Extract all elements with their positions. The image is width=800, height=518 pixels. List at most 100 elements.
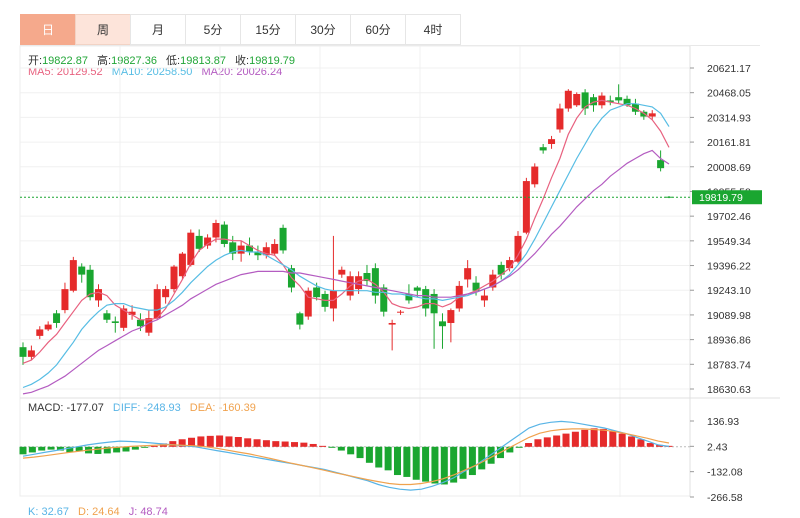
macd-bar	[440, 446, 448, 485]
macd-bar	[113, 446, 121, 453]
candle-body	[279, 227, 287, 251]
macd-bar	[478, 446, 486, 470]
high-label: 高:	[97, 55, 112, 67]
candle-body	[640, 111, 648, 117]
candle-body	[78, 266, 86, 275]
macd-bar	[571, 431, 579, 447]
macd-bar	[178, 439, 186, 447]
candle-body	[53, 313, 61, 323]
tab-60min[interactable]: 60分	[350, 14, 406, 45]
macd-bar	[422, 446, 430, 482]
macd-bar	[150, 445, 158, 447]
candle-body	[388, 322, 396, 325]
macd-bar	[309, 443, 317, 447]
macd-bar	[468, 446, 476, 476]
macd-bar	[253, 439, 261, 447]
candle-body	[581, 92, 589, 109]
candlestick-series	[19, 84, 673, 365]
candle-body	[170, 266, 178, 290]
macd-tick-label: -132.08	[707, 467, 743, 479]
candle-body	[573, 93, 581, 106]
macd-bar	[300, 442, 308, 447]
macd-bar	[487, 446, 495, 464]
ma-legend: MA5: 20129.52 MA10: 20258.50 MA20: 20026…	[28, 66, 288, 78]
candle-body	[27, 350, 35, 357]
candle-body	[254, 252, 262, 256]
candle-body	[153, 289, 161, 319]
candle-body	[472, 282, 480, 291]
candle-body	[623, 98, 631, 106]
candle-body	[111, 321, 119, 323]
macd-bar	[384, 446, 392, 471]
candle-body	[497, 264, 505, 275]
candle-body	[262, 247, 270, 256]
macd-bar	[459, 446, 467, 479]
price-tick-label: 20468.05	[707, 88, 751, 100]
candle-body	[120, 308, 128, 328]
candle-body	[61, 289, 69, 311]
candle-body	[606, 100, 614, 103]
candle-body	[195, 235, 203, 249]
macd-panel: 136.93 2.43 -132.08 -266.58	[19, 416, 743, 504]
ohlc-legend: 开:19822.87 高:19827.36 低:19813.87 收:19819…	[28, 52, 301, 68]
macd-bar	[141, 446, 149, 448]
candle-body	[237, 245, 245, 254]
macd-bar	[553, 435, 561, 447]
current-price-label: 19819.79	[699, 192, 743, 204]
candle-body	[220, 224, 228, 244]
candle-body	[548, 139, 556, 144]
macd-bar	[281, 441, 289, 447]
candle-body	[648, 113, 656, 117]
candle-body	[44, 324, 52, 330]
macd-bar	[637, 439, 645, 447]
tab-4hour[interactable]: 4时	[405, 14, 461, 45]
macd-bar	[525, 443, 533, 447]
tab-month[interactable]: 月	[130, 14, 186, 45]
candle-body	[128, 311, 136, 315]
candle-body	[438, 321, 446, 327]
candle-body	[657, 160, 665, 169]
candle-body	[86, 269, 94, 298]
tab-15min[interactable]: 15分	[240, 14, 296, 45]
open-label: 开:	[28, 55, 43, 67]
diff-value: DIFF: -248.93	[112, 402, 181, 414]
moving-average-lines	[22, 99, 670, 395]
candle-body	[615, 97, 623, 101]
candle-body	[405, 293, 413, 301]
tab-day[interactable]: 日	[20, 14, 76, 45]
macd-bar	[225, 436, 233, 447]
macd-bar	[122, 446, 130, 452]
candle-body	[522, 181, 530, 233]
macd-bar	[590, 428, 598, 447]
tab-week[interactable]: 周	[75, 14, 131, 45]
ma20-value: MA20: 20026.24	[201, 66, 283, 78]
candle-body	[363, 272, 371, 282]
macd-bar	[319, 445, 327, 447]
candle-body	[355, 276, 363, 290]
candle-body	[271, 243, 279, 254]
macd-bar	[365, 446, 373, 463]
macd-bar	[393, 446, 401, 476]
macd-bar	[19, 446, 27, 455]
candle-body	[136, 319, 144, 327]
macd-bar	[609, 430, 617, 447]
candle-body	[371, 268, 379, 296]
candle-body	[187, 232, 195, 265]
macd-bar	[431, 446, 439, 484]
macd-bar	[328, 446, 336, 448]
macd-bar	[347, 446, 355, 455]
candle-body	[246, 245, 254, 253]
macd-bar	[291, 442, 299, 447]
macd-bar	[272, 441, 280, 447]
candle-body	[564, 90, 572, 109]
price-tick-label: 18783.74	[707, 359, 751, 371]
current-price-badge	[692, 190, 762, 205]
macd-bar	[403, 446, 411, 477]
macd-bar	[337, 446, 345, 451]
close-label: 收:	[235, 55, 250, 67]
macd-bar	[28, 446, 36, 453]
close-value: 19819.79	[249, 55, 295, 67]
macd-bar	[562, 433, 570, 447]
price-tick-label: 19089.98	[707, 310, 751, 322]
